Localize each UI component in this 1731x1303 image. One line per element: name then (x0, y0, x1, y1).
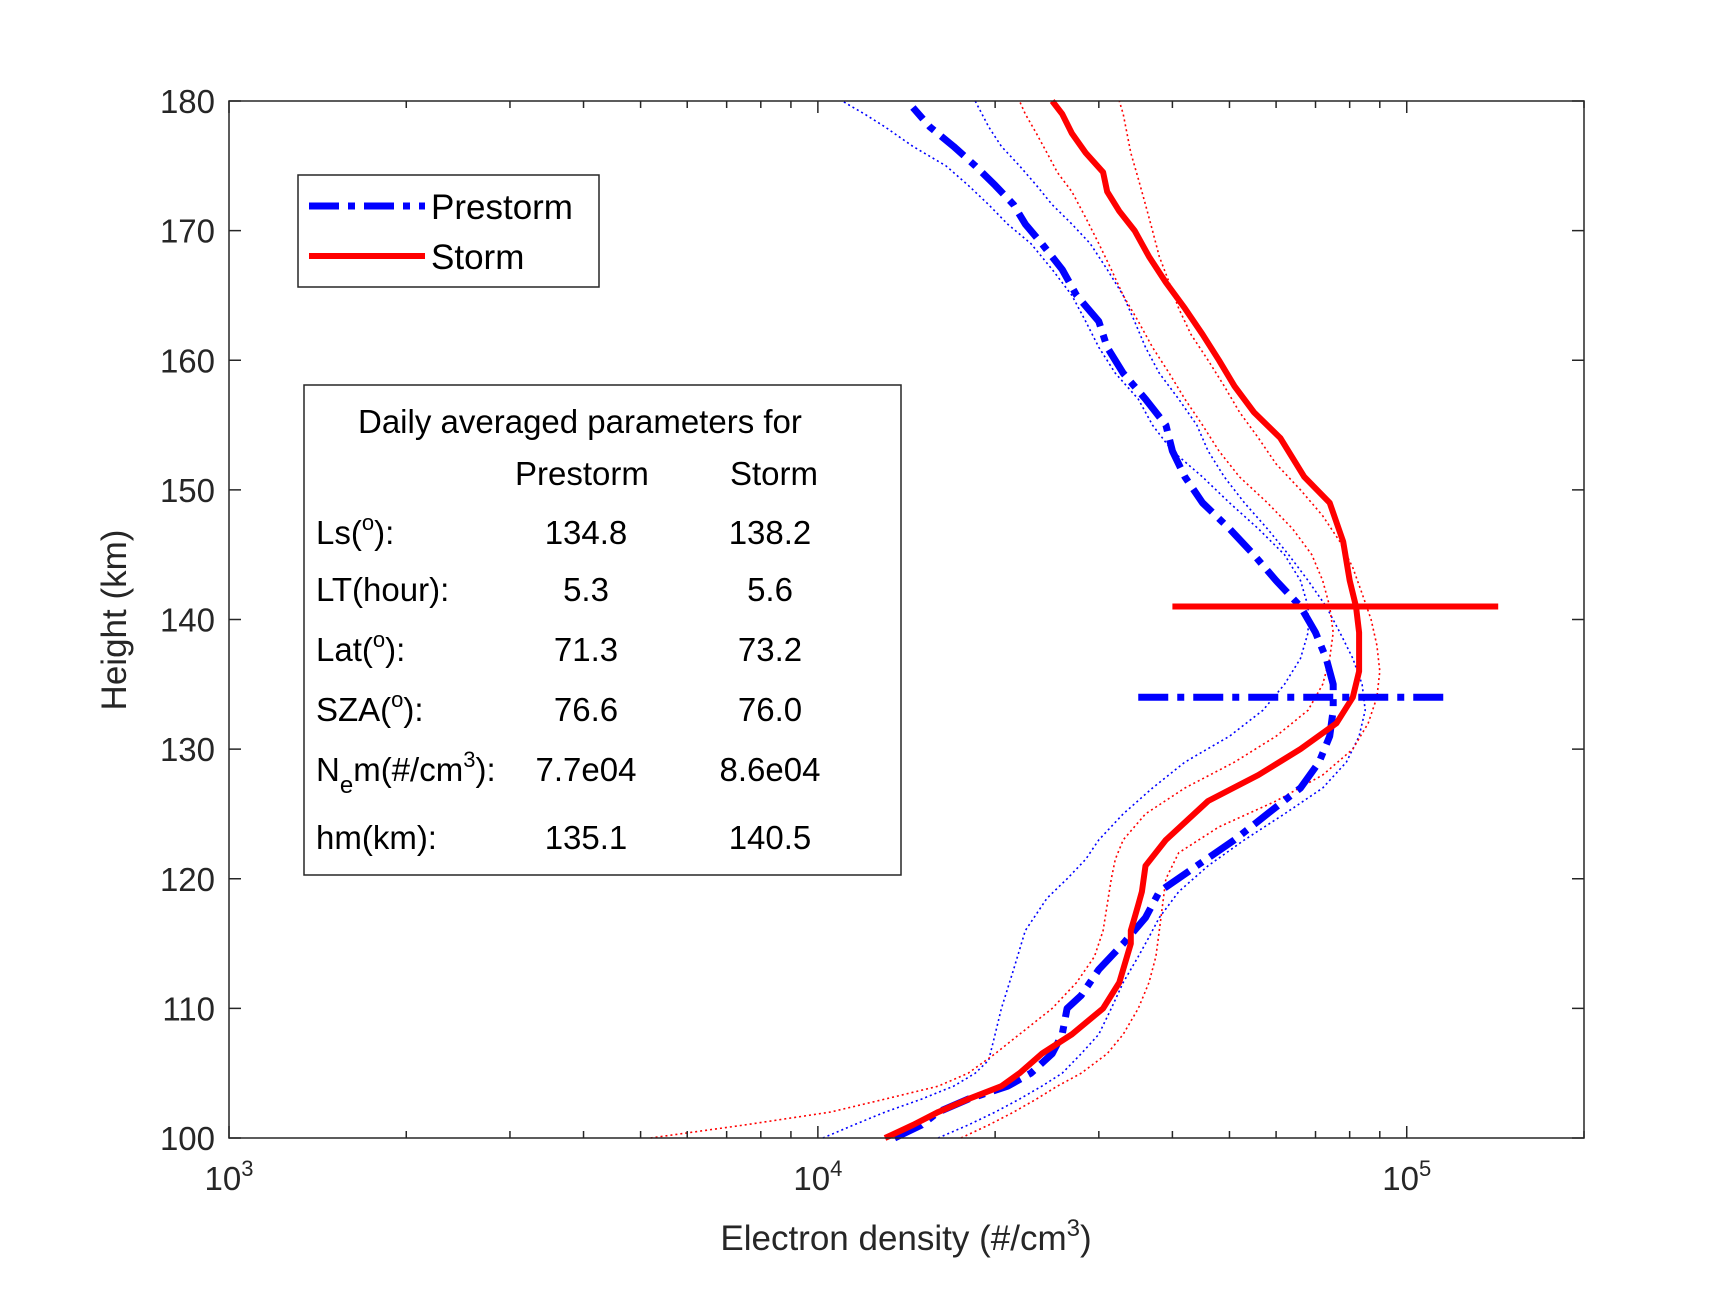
y-tick-label: 140 (160, 602, 215, 639)
series-layer (650, 99, 1381, 1142)
y-tick-label: 120 (160, 861, 215, 898)
legend-label-prestorm: Prestorm (431, 188, 573, 227)
parameter-label: Ls(o): (316, 510, 394, 551)
parameter-value-storm: 5.6 (747, 571, 793, 608)
x-axis-title: Electron density (#/cm3) (720, 1215, 1091, 1258)
parameter-label: Nem(#/cm3): (316, 747, 496, 799)
parameter-value-storm: 76.0 (738, 691, 802, 728)
y-tick-label: 160 (160, 342, 215, 379)
parameter-value-prestorm: 71.3 (554, 631, 618, 668)
legend-box (297, 174, 600, 288)
y-tick-label: 130 (160, 731, 215, 768)
y-tick-label: 150 (160, 472, 215, 509)
peak-marker-layer (1138, 603, 1499, 701)
parameter-value-storm: 138.2 (729, 514, 812, 551)
parameters-col-prestorm: Prestorm (515, 455, 649, 492)
parameter-value-prestorm: 7.7e04 (536, 751, 637, 788)
parameter-label: hm(km): (316, 819, 437, 856)
parameter-value-prestorm: 134.8 (545, 514, 628, 551)
y-axis-title: Height (km) (95, 530, 134, 711)
axis-ticks: 100 110 120 130 140 150 160 170 180 103 104 105 (160, 83, 1585, 1197)
parameters-col-storm: Storm (730, 455, 818, 492)
y-tick-label: 100 (160, 1120, 215, 1157)
parameter-value-prestorm: 135.1 (545, 819, 628, 856)
envelope-5-series-line (960, 100, 1381, 1139)
y-tick-label: 180 (160, 83, 215, 120)
parameters-title: Daily averaged parameters for (358, 403, 802, 440)
y-tick-label: 110 (162, 990, 215, 1027)
parameter-label: LT(hour): (316, 571, 449, 608)
parameter-label: SZA(o): (316, 687, 424, 728)
envelope-4-series-line (650, 100, 1334, 1139)
storm-series-line (883, 99, 1363, 1141)
legend-label-storm: Storm (431, 238, 524, 277)
parameter-value-prestorm: 76.6 (554, 691, 618, 728)
parameter-value-prestorm: 5.3 (563, 571, 609, 608)
x-tick-label: 104 (793, 1156, 842, 1197)
parameter-value-storm: 8.6e04 (720, 751, 821, 788)
legend: Prestorm Storm (297, 174, 600, 288)
y-tick-label: 170 (160, 213, 215, 250)
x-tick-label: 103 (205, 1156, 254, 1197)
parameters-box (303, 384, 902, 876)
parameter-label: Lat(o): (316, 627, 405, 668)
parameters-rows: Ls(o): 134.8 138.2 LT(hour): 5.3 5.6 Lat(o): 71… (316, 510, 820, 856)
parameter-value-storm: 140.5 (729, 819, 812, 856)
parameters-table: Daily averaged parameters for Prestorm S… (303, 384, 902, 876)
x-tick-label: 105 (1382, 1156, 1431, 1197)
parameter-value-storm: 73.2 (738, 631, 802, 668)
